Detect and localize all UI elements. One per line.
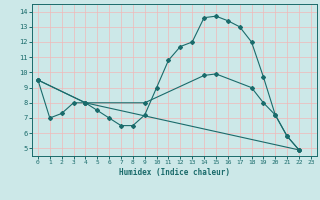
X-axis label: Humidex (Indice chaleur): Humidex (Indice chaleur) [119, 168, 230, 177]
